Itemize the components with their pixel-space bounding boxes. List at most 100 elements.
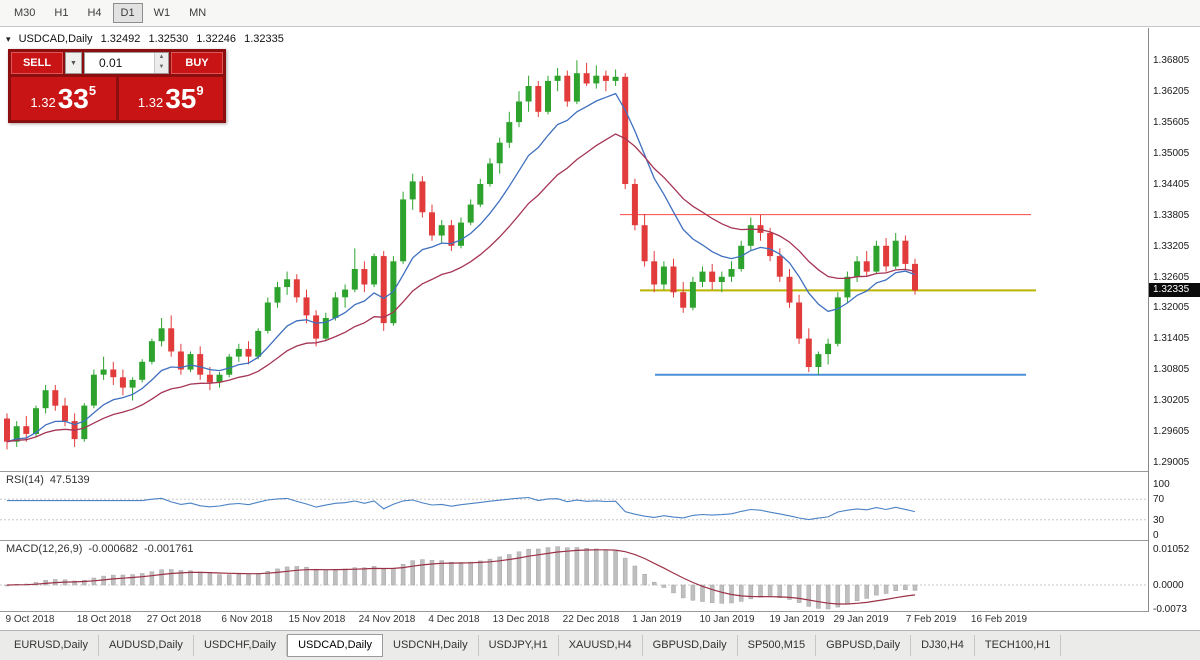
ohlc-open: 1.32492 bbox=[100, 33, 141, 45]
sell-price-display[interactable]: 1.32 33 5 bbox=[11, 77, 116, 120]
chart-tab-usdcad-daily[interactable]: USDCAD,Daily bbox=[287, 634, 384, 657]
timeframe-button-w1[interactable]: W1 bbox=[146, 3, 179, 23]
rsi-panel: RSI(14) 47.5139 bbox=[0, 472, 1148, 540]
buy-price-display[interactable]: 1.32 35 9 bbox=[118, 77, 223, 120]
current-price-tag: 1.32335 bbox=[1149, 283, 1200, 297]
price-axis-label: 1.35605 bbox=[1153, 117, 1190, 128]
sell-price-prefix: 1.32 bbox=[30, 95, 56, 110]
date-axis-label: 19 Jan 2019 bbox=[769, 614, 825, 625]
price-axis-label: 1.36805 bbox=[1153, 55, 1190, 66]
panel-divider bbox=[0, 540, 1200, 541]
macd-chart[interactable] bbox=[0, 541, 1148, 611]
main-chart-panel: ▾ USDCAD,Daily 1.32492 1.32530 1.32246 1… bbox=[0, 28, 1148, 471]
price-axis-label: 1.34405 bbox=[1153, 179, 1190, 190]
macd-header: MACD(12,26,9) -0.000682 -0.001761 bbox=[6, 543, 200, 555]
rsi-axis-label: 100 bbox=[1153, 479, 1170, 490]
ohlc-close: 1.32335 bbox=[244, 33, 284, 45]
date-axis[interactable]: 9 Oct 2018 18 Oct 2018 27 Oct 2018 6 Nov 20… bbox=[0, 612, 1148, 630]
rsi-header: RSI(14) 47.5139 bbox=[6, 474, 96, 486]
sell-button[interactable]: SELL bbox=[11, 52, 63, 74]
price-axis-label: 1.29005 bbox=[1153, 457, 1190, 468]
date-axis-label: 16 Feb 2019 bbox=[970, 614, 1028, 625]
price-axis-label: 1.32005 bbox=[1153, 302, 1190, 313]
chart-tabs-bar: EURUSD,Daily AUDUSD,Daily USDCHF,Daily USDC… bbox=[0, 630, 1200, 660]
rsi-value: 47.5139 bbox=[49, 474, 90, 486]
timeframe-button-m30[interactable]: M30 bbox=[6, 3, 43, 23]
chart-symbol-label: USDCAD,Daily bbox=[18, 33, 93, 45]
price-axis-label: 1.33805 bbox=[1153, 210, 1190, 221]
price-axis-label: 1.33205 bbox=[1153, 241, 1190, 252]
date-axis-label: 24 Nov 2018 bbox=[358, 614, 416, 625]
chart-tab-usdcnh-daily[interactable]: USDCNH,Daily bbox=[383, 635, 479, 656]
macd-label: MACD(12,26,9) bbox=[6, 543, 83, 555]
date-axis-label: 15 Nov 2018 bbox=[288, 614, 346, 625]
chart-tab-usdchf-daily[interactable]: USDCHF,Daily bbox=[194, 635, 288, 656]
date-axis-label: 7 Feb 2019 bbox=[905, 614, 957, 625]
volume-field-wrap: ▲ ▼ bbox=[84, 52, 169, 74]
price-axis-label: 1.32605 bbox=[1153, 272, 1190, 283]
rsi-label: RSI(14) bbox=[6, 474, 44, 486]
date-axis-label: 27 Oct 2018 bbox=[146, 614, 202, 625]
timeframe-button-d1[interactable]: D1 bbox=[112, 3, 143, 23]
macd-main-value: -0.000682 bbox=[88, 543, 138, 555]
timeframe-button-h1[interactable]: H1 bbox=[46, 3, 76, 23]
date-axis-label: 6 Nov 2018 bbox=[221, 614, 273, 625]
volume-input[interactable] bbox=[85, 53, 154, 73]
date-axis-label: 13 Dec 2018 bbox=[492, 614, 550, 625]
ohlc-high: 1.32530 bbox=[148, 33, 189, 45]
date-axis-label: 10 Jan 2019 bbox=[699, 614, 755, 625]
timeframe-toolbar: M30 H1 H4 D1 W1 MN bbox=[0, 0, 1200, 27]
ohlc-low: 1.32246 bbox=[196, 33, 237, 45]
panel-divider bbox=[0, 611, 1200, 612]
buy-price-prefix: 1.32 bbox=[137, 95, 164, 110]
date-axis-label: 18 Oct 2018 bbox=[76, 614, 132, 625]
rsi-axis-label: 70 bbox=[1153, 494, 1165, 505]
price-axis-label: 1.30805 bbox=[1153, 364, 1190, 375]
macd-signal-value: -0.001761 bbox=[143, 543, 194, 555]
volume-increase-button[interactable]: ▲ bbox=[155, 53, 168, 63]
candlestick-chart[interactable] bbox=[0, 28, 1148, 471]
volume-stepper: ▲ ▼ bbox=[154, 53, 168, 73]
rsi-chart[interactable] bbox=[0, 472, 1148, 540]
chart-ohlc-header: ▾ USDCAD,Daily 1.32492 1.32530 1.32246 1… bbox=[6, 33, 289, 45]
macd-axis-label: -0.0073 bbox=[1153, 604, 1187, 615]
macd-panel: MACD(12,26,9) -0.000682 -0.001761 bbox=[0, 541, 1148, 611]
chart-tab-dj30-h4[interactable]: DJ30,H4 bbox=[911, 635, 975, 656]
chart-tab-tech100-h1[interactable]: TECH100,H1 bbox=[975, 635, 1062, 656]
date-axis-label: 22 Dec 2018 bbox=[562, 614, 620, 625]
volume-dropdown-button[interactable]: ▼ bbox=[65, 52, 82, 74]
timeframe-button-mn[interactable]: MN bbox=[181, 3, 214, 23]
chart-marker-icon: ▾ bbox=[6, 34, 11, 44]
chart-tab-xauusd-h4[interactable]: XAUUSD,H4 bbox=[559, 635, 643, 656]
price-axis-label: 1.35005 bbox=[1153, 148, 1190, 159]
date-axis-label: 1 Jan 2019 bbox=[632, 614, 682, 625]
macd-axis-label: 0.01052 bbox=[1153, 544, 1190, 555]
buy-price-main: 35 bbox=[165, 82, 197, 114]
date-axis-label: 4 Dec 2018 bbox=[428, 614, 480, 625]
chevron-down-icon: ▼ bbox=[70, 59, 77, 67]
price-axis[interactable]: 1.36805 1.36205 1.35605 1.35005 1.34405 1.338… bbox=[1148, 28, 1200, 615]
chart-tab-eurusd-daily[interactable]: EURUSD,Daily bbox=[4, 635, 99, 656]
date-axis-label: 29 Jan 2019 bbox=[833, 614, 889, 625]
price-axis-label: 1.31405 bbox=[1153, 333, 1190, 344]
date-axis-label: 9 Oct 2018 bbox=[5, 614, 55, 625]
chart-tab-sp500-m15[interactable]: SP500,M15 bbox=[738, 635, 817, 656]
sell-price-main: 33 bbox=[57, 82, 89, 114]
panel-divider bbox=[0, 471, 1200, 472]
price-axis-label: 1.36205 bbox=[1153, 86, 1190, 97]
chart-tab-gbpusd-daily[interactable]: GBPUSD,Daily bbox=[643, 635, 738, 656]
chart-tab-usdjpy-h1[interactable]: USDJPY,H1 bbox=[479, 635, 559, 656]
rsi-axis-label: 0 bbox=[1153, 530, 1159, 541]
timeframe-button-h4[interactable]: H4 bbox=[79, 3, 109, 23]
macd-axis-label: 0.0000 bbox=[1153, 580, 1184, 591]
chart-tab-gbpusd-daily[interactable]: GBPUSD,Daily bbox=[816, 635, 912, 656]
price-axis-label: 1.30205 bbox=[1153, 395, 1190, 406]
price-axis-label: 1.29605 bbox=[1153, 426, 1190, 437]
chart-tab-audusd-daily[interactable]: AUDUSD,Daily bbox=[99, 635, 194, 656]
rsi-axis-label: 30 bbox=[1153, 515, 1165, 526]
buy-price-pip: 9 bbox=[196, 83, 204, 98]
buy-button[interactable]: BUY bbox=[171, 52, 223, 74]
volume-decrease-button[interactable]: ▼ bbox=[155, 63, 168, 73]
sell-price-pip: 5 bbox=[88, 83, 97, 98]
